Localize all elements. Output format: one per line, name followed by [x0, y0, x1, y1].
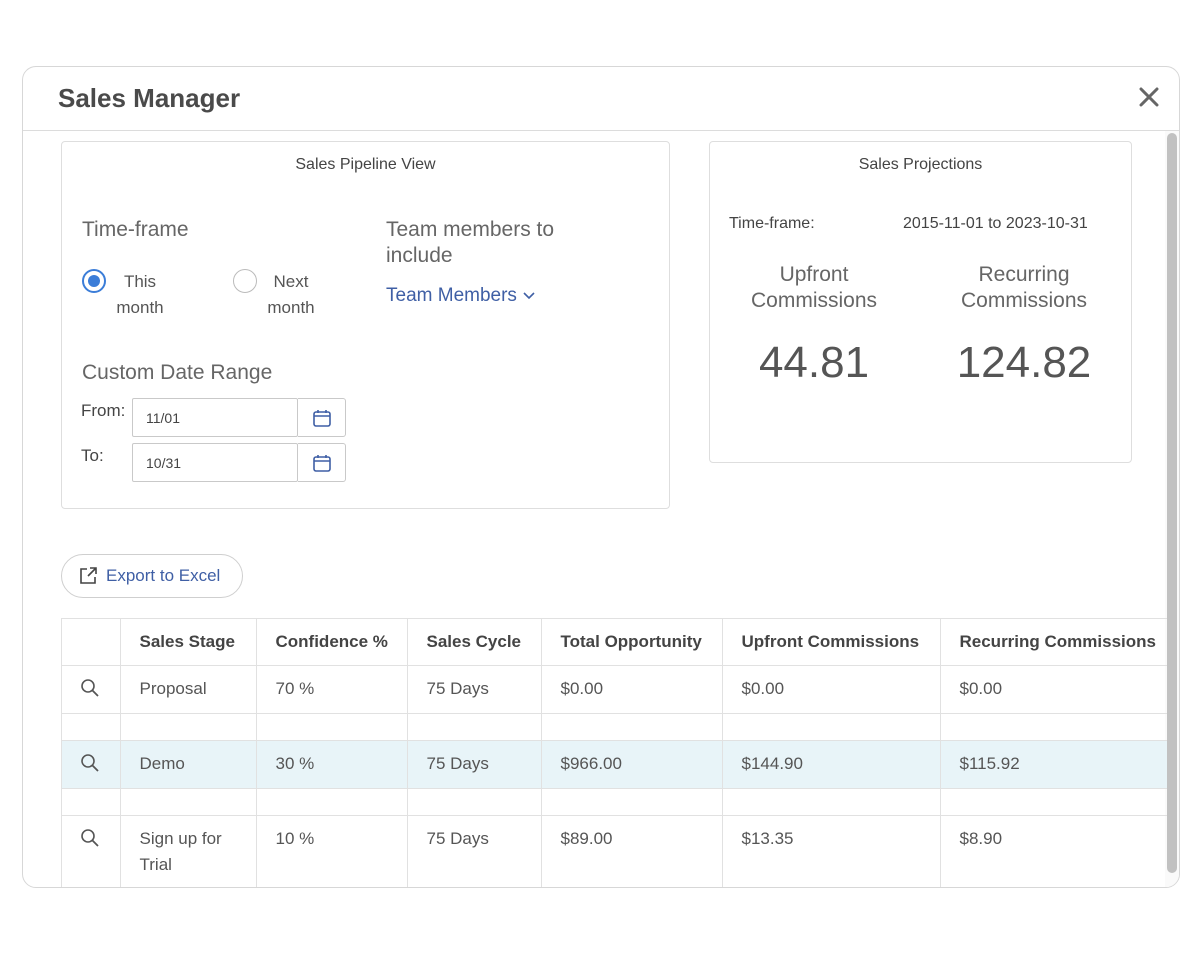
modal-header: Sales Manager — [23, 67, 1179, 131]
calendar-icon — [312, 454, 331, 472]
row-search-button[interactable] — [62, 815, 121, 887]
table-row: Demo 30 % 75 Days $966.00 $144.90 $115.9… — [62, 740, 1167, 789]
to-calendar-button[interactable] — [298, 443, 346, 482]
table-header-row: Sales Stage Confidence % Sales Cycle Tot… — [62, 618, 1167, 666]
scrollbar-thumb[interactable] — [1167, 133, 1177, 873]
from-calendar-button[interactable] — [298, 398, 346, 437]
team-members-dropdown[interactable]: Team Members — [386, 285, 535, 307]
projections-timeframe-label: Time-frame: — [729, 215, 815, 232]
radio-this-month-line2: month — [116, 298, 164, 317]
table-row: Proposal 70 % 75 Days $0.00 $0.00 $0.00 — [62, 665, 1167, 714]
sales-stage-table: Sales Stage Confidence % Sales Cycle Tot… — [61, 618, 1167, 887]
search-icon — [81, 754, 99, 772]
sales-projections-panel: Sales Projections Time-frame: 2015-11-01… — [709, 141, 1132, 463]
cell-recurring-commissions: $0.00 — [940, 665, 1167, 714]
cell-upfront-commissions: $0.00 — [722, 665, 941, 714]
radio-next-month-line2: month — [267, 298, 315, 317]
header-sales-cycle[interactable]: Sales Cycle — [407, 618, 542, 666]
radio-this-month-line1: This — [123, 272, 157, 291]
header-total-opportunity[interactable]: Total Opportunity — [541, 618, 723, 666]
cell-sales-stage: Demo — [120, 740, 257, 789]
header-recurring-commissions[interactable]: Recurring Commissions — [940, 618, 1167, 666]
modal-title: Sales Manager — [58, 83, 241, 113]
table-spacer-row — [62, 788, 1167, 816]
projections-timeframe-value: 2015-11-01 to 2023-10-31 — [903, 215, 1088, 232]
cell-sales-cycle: 75 Days — [407, 665, 542, 714]
cell-recurring-commissions: $8.90 — [940, 815, 1167, 887]
upfront-commissions-value: 44.81 — [758, 338, 870, 387]
sales-pipeline-panel: Sales Pipeline View Time-frame This mont… — [61, 141, 670, 509]
timeframe-label: Time-frame — [82, 218, 189, 241]
cell-upfront-commissions: $144.90 — [722, 740, 941, 789]
cell-sales-stage: Proposal — [120, 665, 257, 714]
cell-sales-stage: Sign up for Trial — [120, 815, 257, 887]
to-label: To: — [81, 446, 104, 465]
search-icon — [81, 829, 99, 847]
row-search-button[interactable] — [62, 740, 121, 789]
radio-next-month-line1: Next — [273, 272, 309, 291]
export-label: Export to Excel — [106, 566, 221, 585]
projections-panel-title: Sales Projections — [858, 156, 983, 173]
radio-next-month-circle[interactable] — [233, 269, 257, 293]
cell-confidence: 10 % — [256, 815, 408, 887]
team-members-link-label: Team Members — [386, 285, 517, 306]
from-date-input[interactable] — [132, 398, 298, 437]
sales-manager-modal: Sales Manager Sales Pipeline View Time-f… — [22, 66, 1180, 888]
close-icon — [1139, 87, 1159, 107]
table-row: Sign up for Trial 10 % 75 Days $89.00 $1… — [62, 815, 1167, 887]
cell-confidence: 30 % — [256, 740, 408, 789]
recurring-commissions-value: 124.82 — [956, 338, 1092, 387]
cell-confidence: 70 % — [256, 665, 408, 714]
cell-total-opportunity: $966.00 — [541, 740, 723, 789]
search-icon — [81, 679, 99, 697]
cell-total-opportunity: $89.00 — [541, 815, 723, 887]
cell-upfront-commissions: $13.35 — [722, 815, 941, 887]
radio-this-month-label: This month — [100, 269, 180, 321]
recurring-commissions-label: Recurring Commissions — [960, 263, 1088, 312]
header-upfront-commissions[interactable]: Upfront Commissions — [722, 618, 941, 666]
cell-total-opportunity: $0.00 — [541, 665, 723, 714]
table-spacer-row — [62, 713, 1167, 741]
header-sales-stage[interactable]: Sales Stage — [120, 618, 257, 666]
calendar-icon — [312, 409, 331, 427]
export-icon — [80, 567, 97, 584]
radio-this-month[interactable]: This month — [82, 269, 180, 321]
to-date-input[interactable] — [132, 443, 298, 482]
close-button[interactable] — [1131, 79, 1167, 115]
header-actions — [62, 618, 121, 666]
radio-next-month[interactable]: Next month — [233, 269, 331, 321]
radio-this-month-circle[interactable] — [82, 269, 106, 293]
cell-sales-cycle: 75 Days — [407, 815, 542, 887]
team-members-label: Team members to include — [386, 218, 555, 267]
header-confidence[interactable]: Confidence % — [256, 618, 408, 666]
upfront-commissions-label: Upfront Commissions — [750, 263, 878, 312]
row-search-button[interactable] — [62, 665, 121, 714]
cell-sales-cycle: 75 Days — [407, 740, 542, 789]
pipeline-panel-title: Sales Pipeline View — [295, 156, 436, 173]
chevron-down-icon — [523, 292, 535, 300]
radio-next-month-label: Next month — [251, 269, 331, 321]
export-to-excel-button[interactable]: Export to Excel — [61, 554, 243, 598]
cell-recurring-commissions: $115.92 — [940, 740, 1167, 789]
from-label: From: — [81, 401, 126, 420]
custom-date-range-label: Custom Date Range — [82, 361, 273, 384]
